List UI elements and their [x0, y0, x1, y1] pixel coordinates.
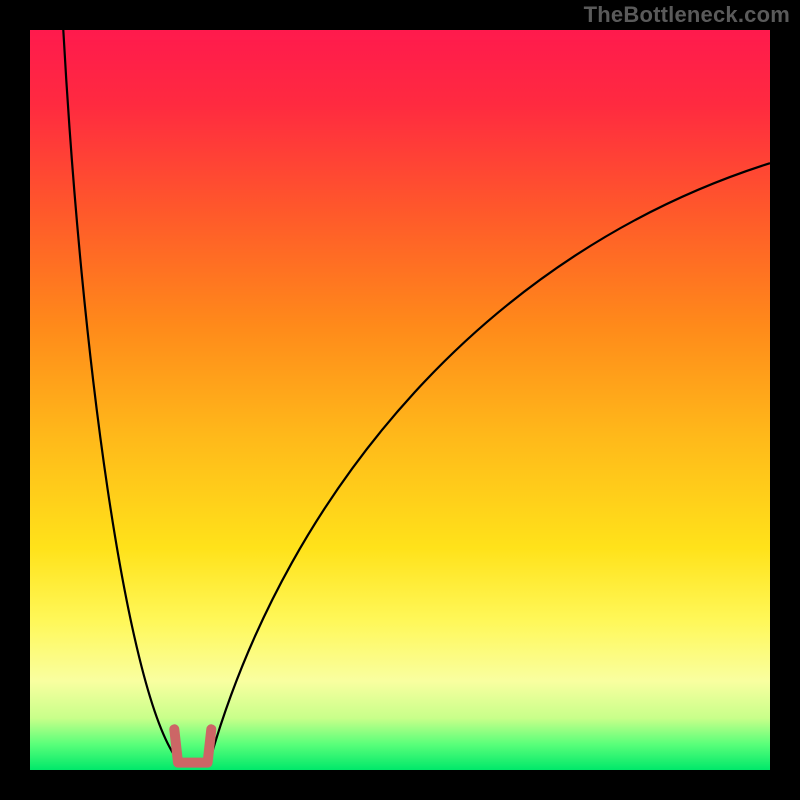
gradient-background: [30, 30, 770, 770]
watermark-text: TheBottleneck.com: [584, 2, 790, 28]
bottleneck-curve-chart: [0, 0, 800, 800]
chart-container: TheBottleneck.com: [0, 0, 800, 800]
